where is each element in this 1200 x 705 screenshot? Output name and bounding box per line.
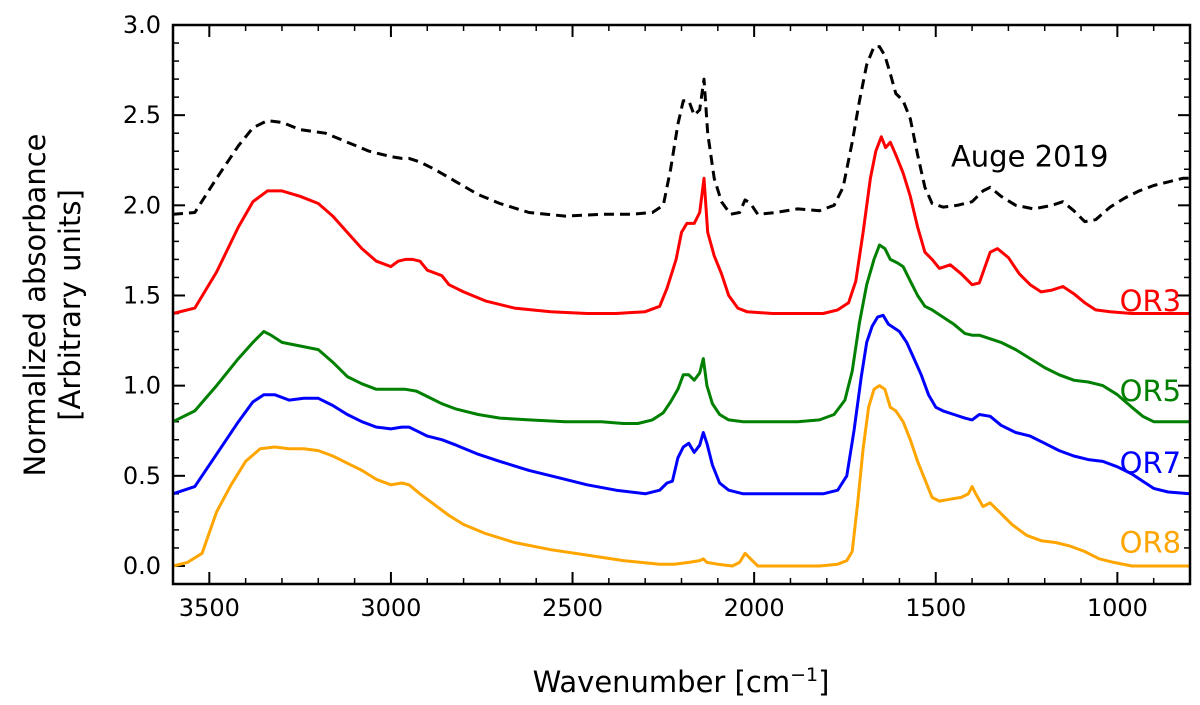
series-line-or8 xyxy=(172,384,1190,568)
x-tick-label: 3500 xyxy=(179,594,240,622)
series-line-or7 xyxy=(172,313,1191,496)
x-axis-label: Wavenumber [cm−1] xyxy=(533,664,830,699)
series-label-or8: OR8 xyxy=(1120,526,1181,560)
x-tick-label: 3000 xyxy=(360,594,421,622)
plot-frame xyxy=(171,23,1192,586)
y-axis-label: Normalized absorbance xyxy=(18,134,52,477)
x-tick-label: 1000 xyxy=(1087,594,1148,622)
series-label-auge-2019: Auge 2019 xyxy=(951,140,1109,174)
y-tick-label: 1.5 xyxy=(123,281,161,309)
series-lines xyxy=(172,45,1191,568)
series-line-auge-2019 xyxy=(172,45,1190,224)
y-tick-label: 2.5 xyxy=(123,101,161,129)
y-tick-label: 0.0 xyxy=(123,552,161,580)
series-label-or3: OR3 xyxy=(1120,284,1181,318)
y-axis-label-units: [Arbitrary units] xyxy=(53,189,87,421)
y-tick-label: 0.5 xyxy=(123,462,161,490)
series-line-or3 xyxy=(172,135,1190,315)
y-tick-label: 1.0 xyxy=(123,372,161,400)
series-label-or7: OR7 xyxy=(1120,446,1181,480)
x-tick-label: 2500 xyxy=(542,594,603,622)
series-label-or5: OR5 xyxy=(1120,374,1181,408)
x-tick-label: 1500 xyxy=(905,594,966,622)
series-labels: Auge 2019 OR3 OR5 OR7 OR8 xyxy=(951,140,1181,560)
x-tick-label: 2000 xyxy=(724,594,785,622)
tick-labels: 3500 3000 2500 2000 1500 1000 0.0 0.5 1.0 1.5 2.0 2… xyxy=(123,11,1148,622)
y-tick-label: 2.0 xyxy=(123,191,161,219)
series-line-or5 xyxy=(172,243,1190,425)
y-tick-label: 3.0 xyxy=(123,11,161,39)
